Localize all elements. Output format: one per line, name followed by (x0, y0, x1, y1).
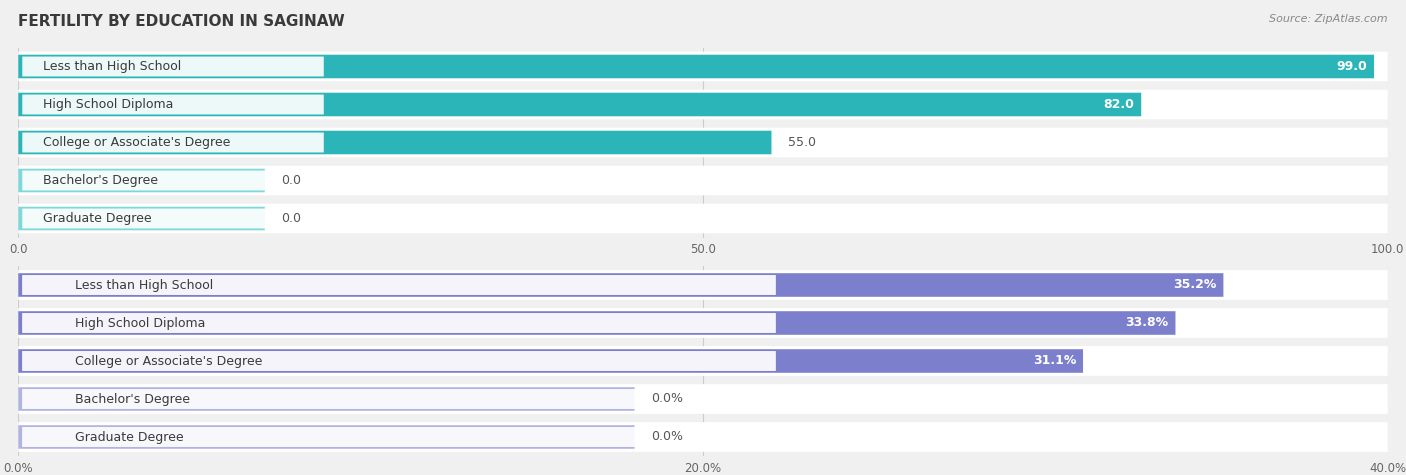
FancyBboxPatch shape (18, 93, 1142, 116)
Text: 0.0%: 0.0% (651, 392, 683, 406)
FancyBboxPatch shape (22, 133, 323, 152)
Text: FERTILITY BY EDUCATION IN SAGINAW: FERTILITY BY EDUCATION IN SAGINAW (18, 14, 344, 29)
FancyBboxPatch shape (18, 422, 1388, 452)
Text: Graduate Degree: Graduate Degree (75, 430, 184, 444)
Text: 31.1%: 31.1% (1033, 354, 1076, 368)
Text: High School Diploma: High School Diploma (75, 316, 205, 330)
FancyBboxPatch shape (18, 52, 1388, 81)
FancyBboxPatch shape (18, 169, 264, 192)
FancyBboxPatch shape (18, 166, 1388, 195)
Text: 0.0%: 0.0% (651, 430, 683, 444)
FancyBboxPatch shape (22, 275, 776, 295)
FancyBboxPatch shape (18, 308, 1388, 338)
FancyBboxPatch shape (18, 55, 1374, 78)
Text: 33.8%: 33.8% (1125, 316, 1168, 330)
FancyBboxPatch shape (18, 346, 1388, 376)
FancyBboxPatch shape (18, 207, 264, 230)
Text: 35.2%: 35.2% (1173, 278, 1216, 292)
Text: 0.0: 0.0 (281, 212, 301, 225)
Text: 55.0: 55.0 (787, 136, 815, 149)
Text: Bachelor's Degree: Bachelor's Degree (44, 174, 159, 187)
FancyBboxPatch shape (22, 171, 323, 190)
FancyBboxPatch shape (22, 389, 776, 409)
FancyBboxPatch shape (22, 95, 323, 114)
FancyBboxPatch shape (22, 427, 776, 447)
Text: 0.0: 0.0 (281, 174, 301, 187)
FancyBboxPatch shape (22, 57, 323, 76)
FancyBboxPatch shape (18, 270, 1388, 300)
FancyBboxPatch shape (22, 209, 323, 228)
FancyBboxPatch shape (18, 204, 1388, 233)
Text: Graduate Degree: Graduate Degree (44, 212, 152, 225)
FancyBboxPatch shape (18, 131, 772, 154)
FancyBboxPatch shape (18, 425, 634, 449)
FancyBboxPatch shape (22, 313, 776, 333)
FancyBboxPatch shape (18, 128, 1388, 157)
Text: Less than High School: Less than High School (44, 60, 181, 73)
Text: Source: ZipAtlas.com: Source: ZipAtlas.com (1270, 14, 1388, 24)
Text: 82.0: 82.0 (1104, 98, 1135, 111)
FancyBboxPatch shape (18, 349, 1083, 373)
Text: High School Diploma: High School Diploma (44, 98, 174, 111)
FancyBboxPatch shape (18, 387, 634, 411)
Text: Bachelor's Degree: Bachelor's Degree (75, 392, 190, 406)
FancyBboxPatch shape (18, 273, 1223, 297)
FancyBboxPatch shape (18, 311, 1175, 335)
Text: 99.0: 99.0 (1337, 60, 1367, 73)
FancyBboxPatch shape (18, 90, 1388, 119)
Text: College or Associate's Degree: College or Associate's Degree (44, 136, 231, 149)
Text: College or Associate's Degree: College or Associate's Degree (75, 354, 263, 368)
Text: Less than High School: Less than High School (75, 278, 214, 292)
FancyBboxPatch shape (18, 384, 1388, 414)
FancyBboxPatch shape (22, 351, 776, 371)
